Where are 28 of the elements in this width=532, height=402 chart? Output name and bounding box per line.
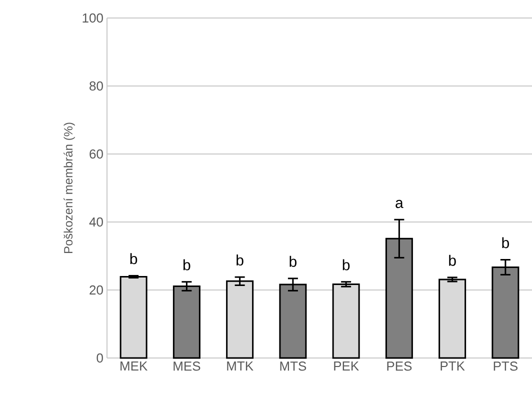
annotation: b — [236, 254, 244, 266]
bar — [332, 283, 360, 359]
x-tick-label: PTS — [494, 362, 518, 371]
bar — [120, 276, 148, 359]
annotation: b — [290, 256, 296, 267]
annotation: b — [183, 259, 190, 270]
y-tick-label: 0 — [96, 353, 103, 363]
annotation: b — [502, 237, 509, 248]
annotation: a — [396, 200, 404, 208]
y-tick-label: 20 — [90, 285, 103, 295]
x-tick-label: PES — [387, 362, 412, 371]
y-axis-title: Poškození membrán (%) — [64, 122, 75, 254]
annotation: b — [449, 254, 456, 266]
bar — [438, 278, 466, 359]
x-tick-label: PTK — [440, 362, 465, 370]
y-tick-label: 80 — [90, 81, 103, 91]
bar — [172, 286, 200, 359]
y-tick-label: 100 — [82, 13, 103, 23]
y-tick-label: 40 — [89, 217, 103, 227]
x-tick-label: MTS — [280, 362, 306, 371]
annotation: b — [130, 253, 138, 264]
x-tick-label: PEK — [334, 362, 359, 370]
bar — [226, 280, 254, 359]
y-tick-label: 60 — [90, 149, 103, 159]
x-tick-label: MTK — [227, 362, 254, 370]
x-tick-label: MEK — [120, 362, 148, 370]
annotation: b — [342, 259, 350, 270]
x-tick-label: MES — [174, 362, 200, 371]
